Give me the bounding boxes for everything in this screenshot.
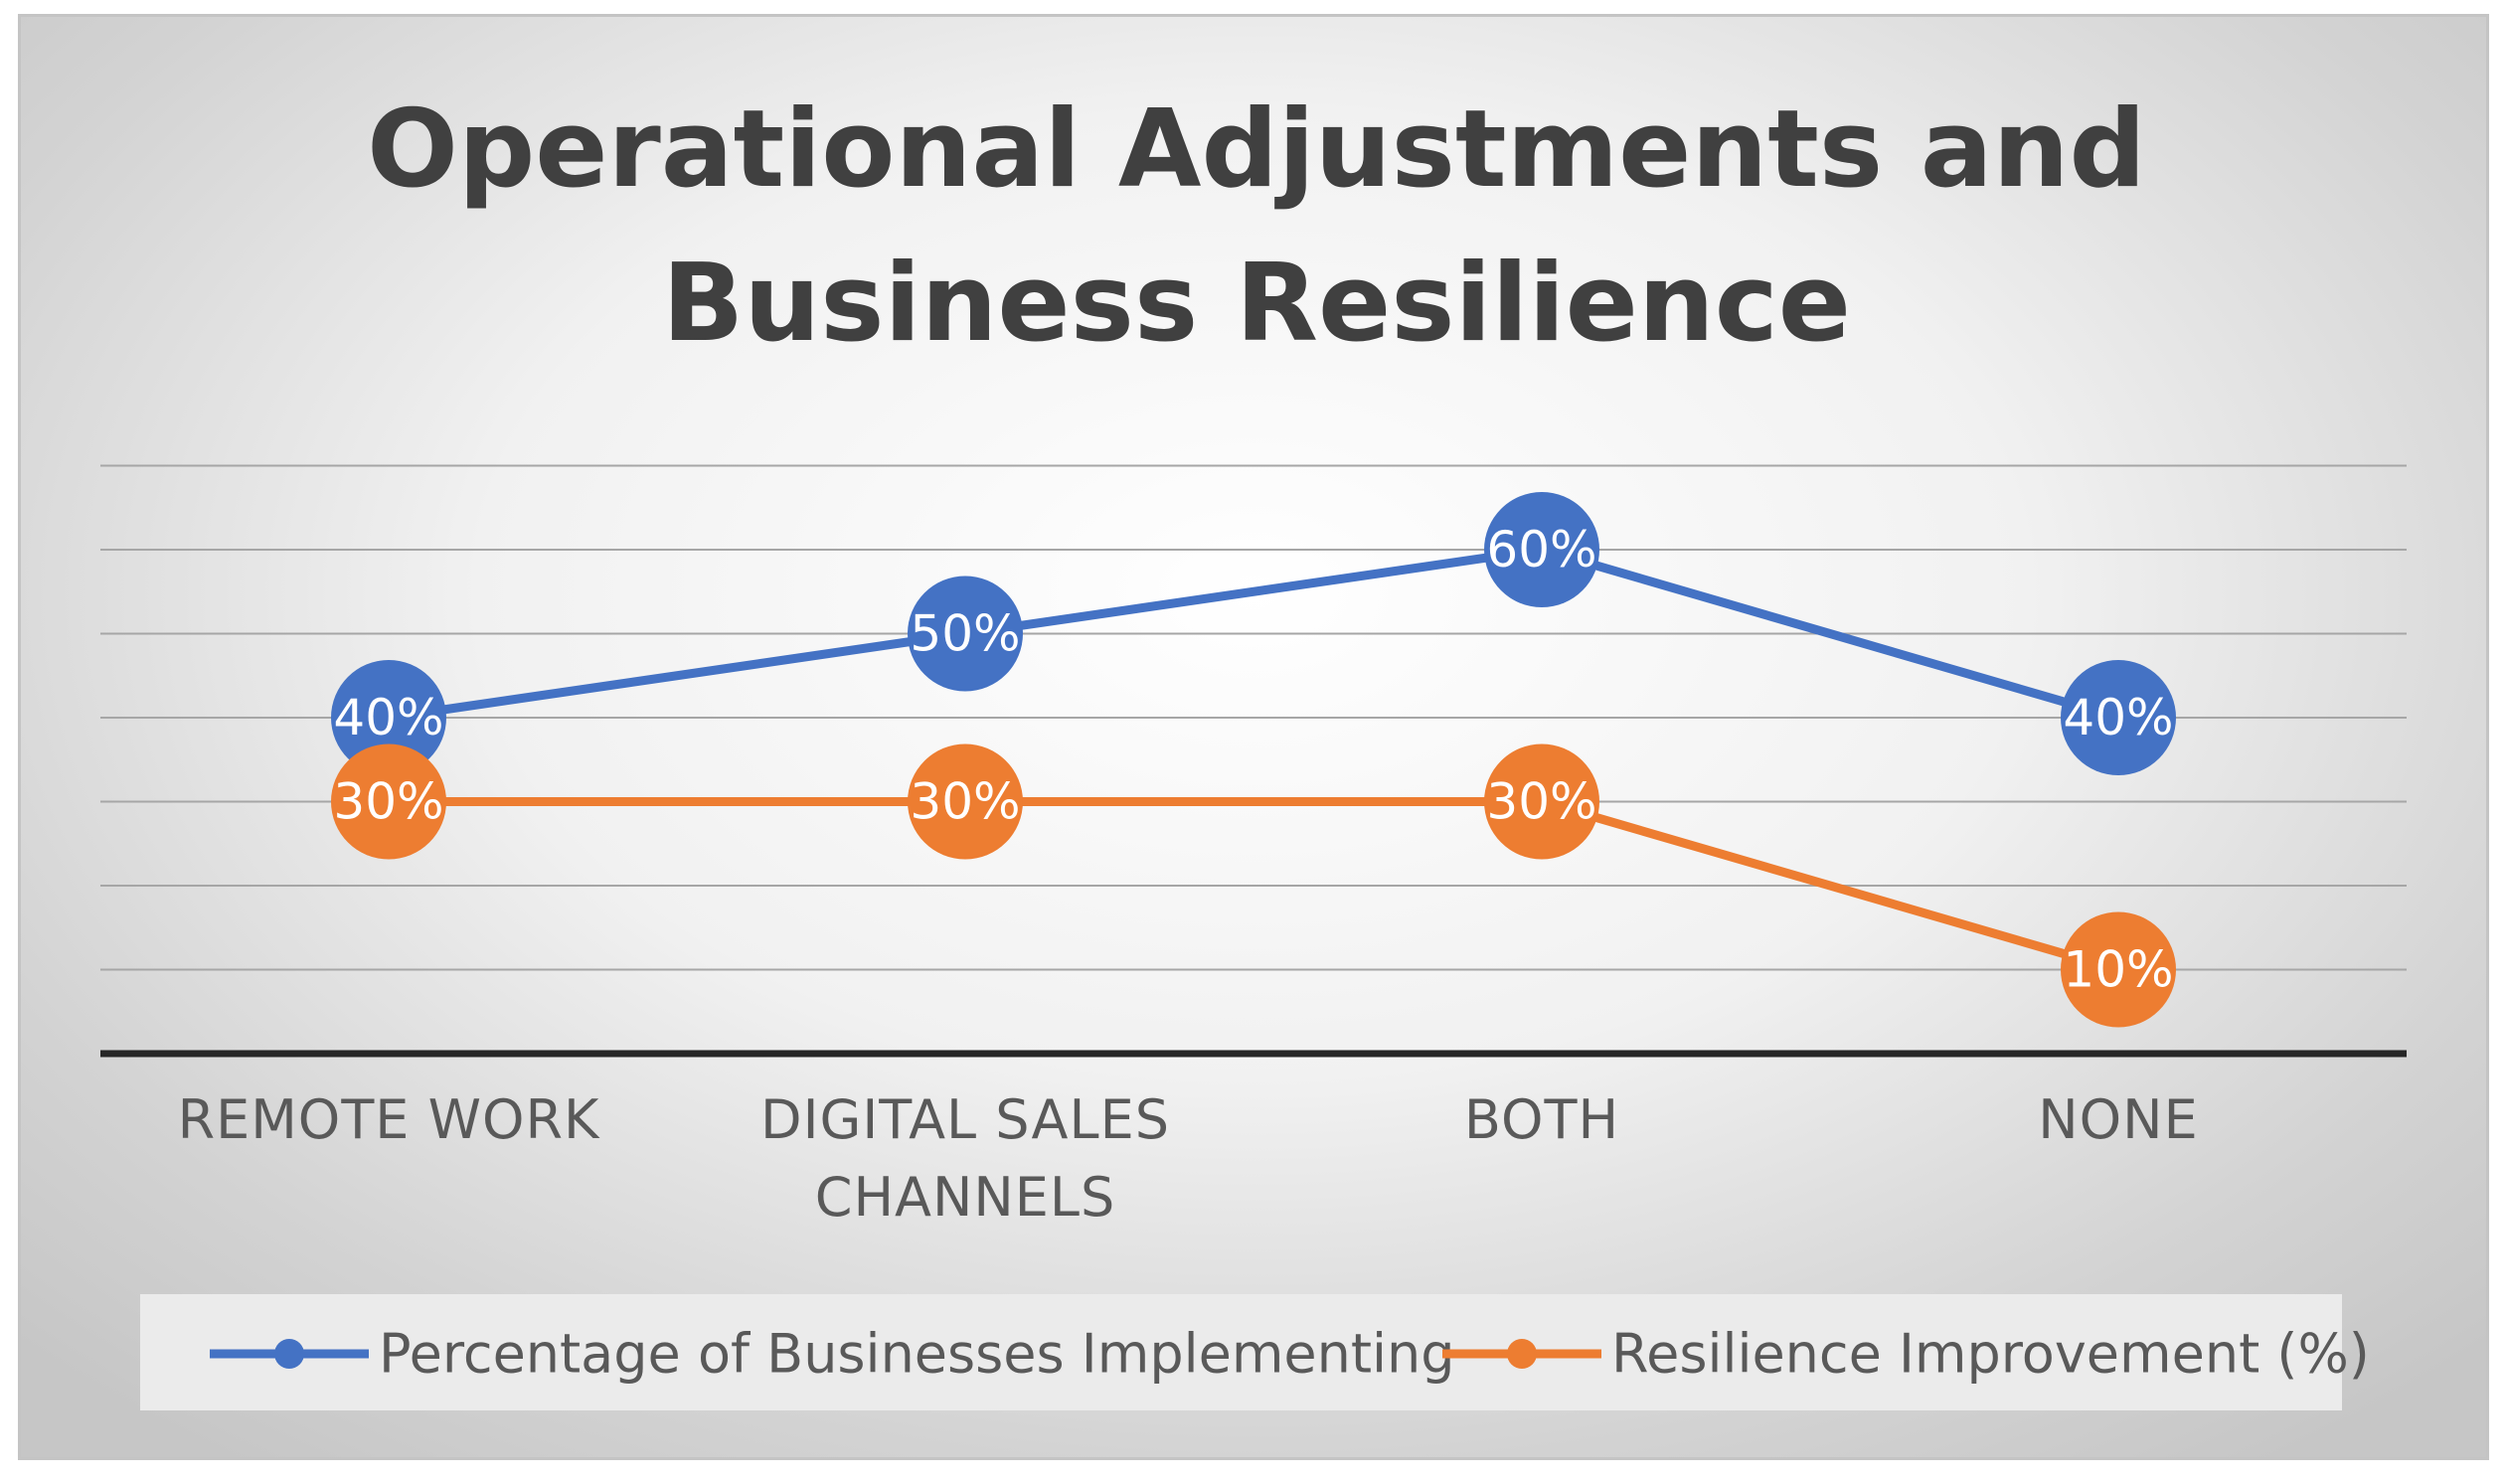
data-point (908, 743, 1023, 860)
category-label-line: DIGITAL SALES (760, 1088, 1170, 1151)
legend-item: Resilience Improvement (%) (1442, 1323, 2370, 1386)
data-label: 60% (1486, 521, 1596, 578)
category-label-line: NONE (2038, 1088, 2198, 1151)
chart-frame: Operational Adjustments and Business Resi… (18, 14, 2489, 1460)
series-2: 30% 30% 30% 10% (331, 743, 2176, 1028)
data-label: 30% (1486, 773, 1596, 831)
category-label-line: REMOTE WORK (178, 1088, 600, 1151)
legend-box (140, 1294, 2342, 1410)
data-point (908, 576, 1023, 692)
data-label: 50% (910, 605, 1020, 663)
data-label: 30% (333, 773, 443, 831)
data-point (1484, 743, 1599, 860)
data-label: 40% (2063, 689, 2173, 746)
legend-item: Percentage of Businesses Implementing (210, 1323, 1455, 1386)
data-label: 10% (2063, 941, 2173, 999)
series: 40% 50% 60% 40% 30% 30% 30% 10% (331, 492, 2176, 1028)
category-label: DIGITAL SALES CHANNELS (760, 1088, 1170, 1229)
data-point (2061, 911, 2176, 1028)
chart-title-line: Business Resilience (662, 242, 1851, 366)
line-chart: Operational Adjustments and Business Resi… (100, 87, 2407, 1410)
category-label-line: CHANNELS (815, 1166, 1116, 1229)
category-label: BOTH (1464, 1088, 1619, 1151)
data-point (331, 743, 446, 860)
legend-label: Percentage of Businesses Implementing (379, 1323, 1455, 1386)
category-label-line: BOTH (1464, 1088, 1619, 1151)
chart-title: Operational Adjustments and Business Resi… (367, 87, 2146, 366)
category-label: REMOTE WORK (178, 1088, 600, 1151)
series-1: 40% 50% 60% 40% (331, 492, 2176, 775)
data-label: 30% (910, 773, 1020, 831)
legend-marker (1507, 1339, 1537, 1369)
legend: Percentage of Businesses Implementing Res… (210, 1323, 2370, 1386)
series-line (384, 545, 2123, 723)
data-point (2061, 660, 2176, 775)
category-labels: REMOTE WORK DIGITAL SALES CHANNELS BOTH NONE (178, 1088, 2198, 1229)
data-point (331, 660, 446, 775)
chart-title-line: Operational Adjustments and (367, 87, 2146, 212)
legend-label: Resilience Improvement (%) (1611, 1323, 2370, 1386)
legend-marker (274, 1339, 304, 1369)
series-line (384, 797, 2123, 974)
category-label: NONE (2038, 1088, 2198, 1151)
data-point (1484, 492, 1599, 607)
data-label: 40% (333, 689, 443, 746)
